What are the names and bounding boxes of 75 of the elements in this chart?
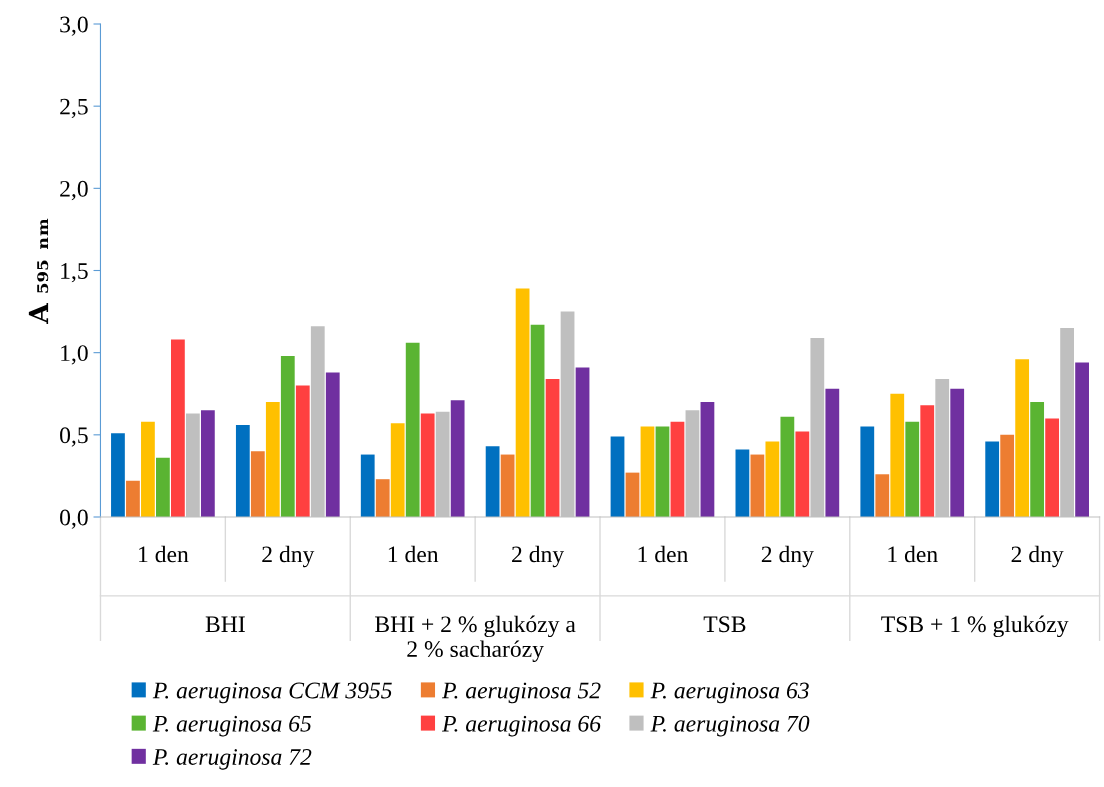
bar [171, 339, 185, 517]
bar [640, 426, 655, 517]
bar [670, 421, 685, 517]
bar [1045, 418, 1060, 517]
bar [325, 372, 340, 517]
text: TSB + 1 % glukózy [881, 615, 1069, 638]
bar [360, 454, 375, 517]
y-tick-label: 3,0 [60, 16, 88, 36]
bar [485, 446, 500, 517]
bar [390, 423, 405, 517]
x-tick-label: 2 dny [1011, 545, 1064, 568]
bar [625, 472, 640, 517]
x-tick-label: 1 den [388, 545, 439, 563]
bar [530, 324, 545, 517]
bar [500, 454, 515, 517]
y-axis-title: A ₅₉₅ ₙₘ [28, 218, 49, 324]
bar [700, 401, 715, 517]
bar [795, 431, 810, 517]
x-tick-label: 2 dny [512, 545, 565, 568]
bar [780, 416, 795, 517]
bar [575, 367, 590, 517]
x-tick-label: 1 den [888, 545, 938, 563]
bar [905, 421, 920, 517]
bar [1030, 401, 1045, 517]
bar [405, 342, 420, 517]
legend-label: P. aeruginosa 72 [152, 749, 312, 770]
bar [250, 451, 265, 517]
bar [890, 393, 905, 517]
bar [545, 378, 560, 517]
bar [735, 449, 750, 517]
bar [156, 457, 170, 517]
x-tick-label: 2 dny [262, 545, 315, 568]
bar [950, 388, 965, 517]
bar [985, 441, 1000, 517]
text: BHI [205, 616, 245, 633]
bar [1075, 362, 1089, 517]
x-tick-label: 1 den [139, 545, 189, 563]
bar [141, 421, 155, 517]
bar [860, 426, 875, 517]
bar [655, 426, 670, 517]
bar [235, 424, 250, 517]
bar [280, 355, 295, 517]
bar [825, 388, 840, 517]
bar [126, 480, 140, 517]
y-tick-label: 1,0 [61, 345, 88, 365]
x-tick-label: 1 den [638, 545, 689, 563]
bar [610, 436, 625, 517]
text: TSB [703, 616, 746, 633]
bar [111, 433, 125, 517]
bar [1000, 434, 1015, 517]
y-tick-label: 2,5 [60, 98, 88, 118]
legend-label: P. aeruginosa 65 [152, 715, 312, 737]
legend-label: P. aeruginosa 52 [441, 682, 601, 704]
bar [875, 474, 890, 517]
bar [765, 441, 780, 517]
bar [420, 413, 435, 517]
text: BHI + 2 % glukózy a 2 % sacharózy [375, 615, 576, 662]
bar [515, 288, 530, 517]
legend-label: P. aeruginosa 66 [441, 715, 601, 737]
legend-label: P. aeruginosa 63 [650, 682, 809, 704]
bar [265, 401, 280, 517]
x-tick-label: 2 dny [761, 545, 814, 568]
legend-label: P. aeruginosa CCM 3955 [152, 682, 392, 704]
y-tick-label: 0,0 [60, 509, 88, 529]
y-tick-label: 0,5 [60, 427, 88, 447]
bar [200, 410, 215, 517]
y-tick-label: 2,0 [60, 180, 88, 201]
bar [450, 400, 465, 517]
y-tick-label: 1,5 [61, 263, 88, 283]
bar [1015, 359, 1030, 517]
legend-label: P. aeruginosa 70 [650, 715, 810, 737]
bar [750, 454, 765, 517]
bar [920, 405, 935, 517]
bar [295, 385, 310, 517]
bar [375, 479, 390, 517]
